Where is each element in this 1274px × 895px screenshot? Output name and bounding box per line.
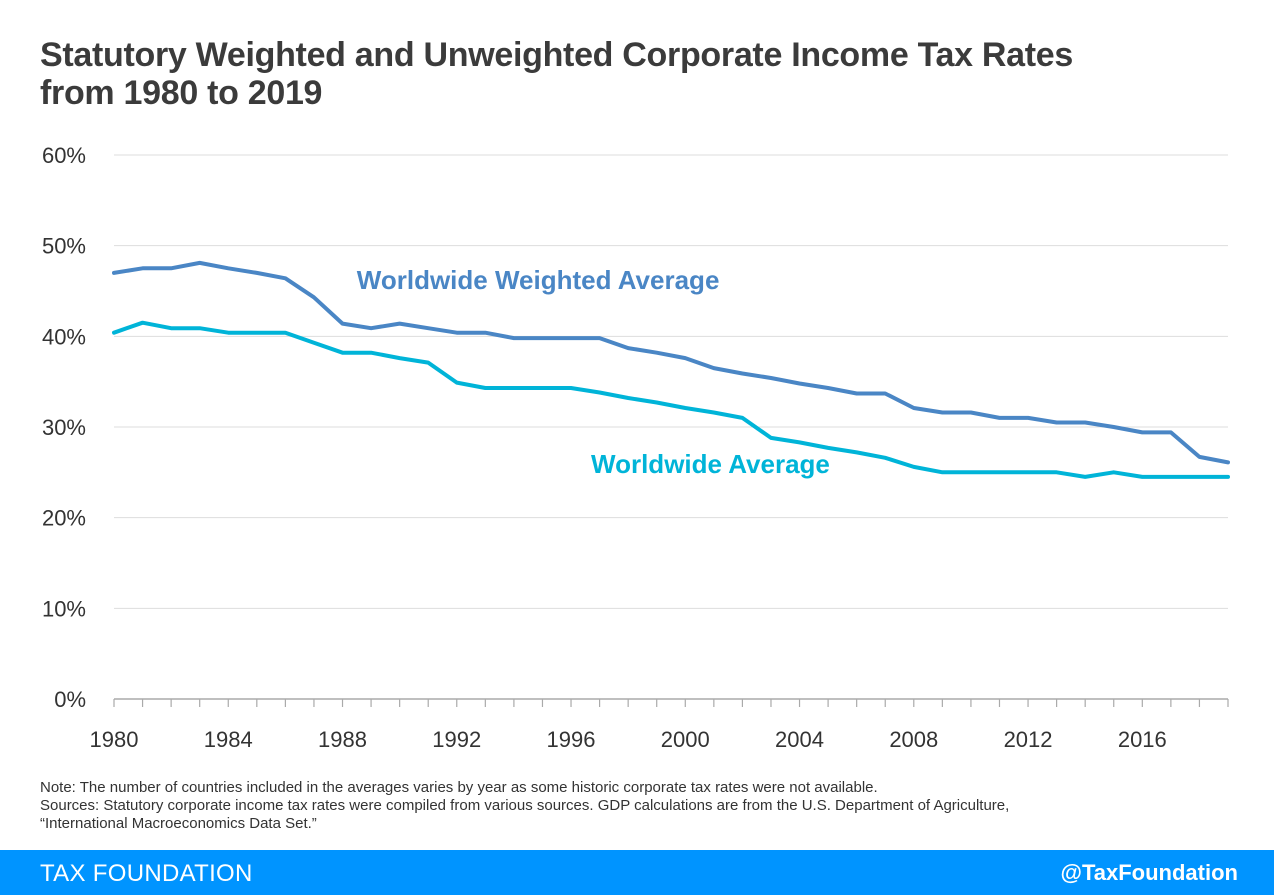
footer-brand: TAX FOUNDATION: [40, 860, 253, 887]
chart-title-line2: from 1980 to 2019: [40, 74, 323, 112]
x-tick-label: 2008: [889, 727, 938, 752]
series-labels: Worldwide Weighted Average Worldwide Aver…: [357, 265, 830, 479]
sources-text-line1: Sources: Statutory corporate income tax …: [40, 797, 1010, 814]
x-tick-label: 1988: [318, 727, 367, 752]
x-tick-label: 2012: [1004, 727, 1053, 752]
y-tick-label: 40%: [42, 324, 86, 349]
x-tick-label: 1984: [204, 727, 253, 752]
y-axis-tick-labels: 0% 10% 20% 30% 40% 50% 60%: [42, 143, 86, 712]
x-tick-label: 1992: [432, 727, 481, 752]
series-label-1: Worldwide Average: [591, 449, 830, 479]
note-text: Note: The number of countries included i…: [40, 779, 878, 796]
chart-title: Statutory Weighted and Unweighted Corpor…: [40, 36, 1240, 112]
y-tick-label: 50%: [42, 234, 86, 259]
x-tick-label: 2016: [1118, 727, 1167, 752]
y-tick-label: 20%: [42, 506, 86, 531]
series-line-0: [112, 260, 1230, 465]
gridlines: [114, 154, 1228, 609]
footer-bar: TAX FOUNDATION @TaxFoundation: [0, 850, 1274, 895]
y-tick-label: 30%: [42, 415, 86, 440]
x-tick-label: 2004: [775, 727, 824, 752]
chart-notes: Note: The number of countries included i…: [40, 779, 1240, 833]
series-label-0: Worldwide Weighted Average: [357, 265, 720, 295]
sources-text-line2: “International Macroeconomics Data Set.”: [40, 815, 317, 832]
y-tick-label: 60%: [42, 143, 86, 168]
series-lines: [112, 260, 1230, 479]
line-chart: 0% 10% 20% 30% 40% 50% 60% 1980 1984 1988 1992 199…: [42, 143, 1230, 752]
x-tick-label: 1980: [90, 727, 139, 752]
series-line-1: [112, 320, 1230, 479]
x-axis: 1980 1984 1988 1992 1996 2000 2004 2008 2012 2016: [90, 698, 1229, 752]
chart-title-line1: Statutory Weighted and Unweighted Corpor…: [40, 36, 1073, 74]
y-tick-label: 0%: [54, 687, 86, 712]
x-tick-label: 2000: [661, 727, 710, 752]
y-tick-label: 10%: [42, 596, 86, 621]
x-tick-label: 1996: [547, 727, 596, 752]
footer-handle: @TaxFoundation: [1060, 860, 1238, 885]
